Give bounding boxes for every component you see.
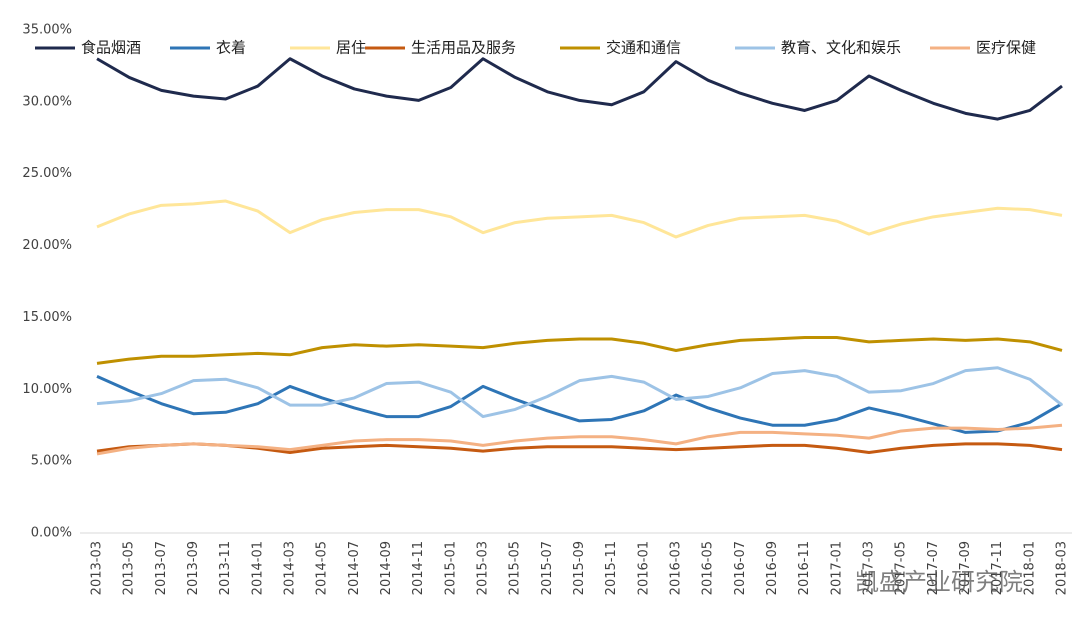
legend-label: 交通和通信 <box>606 39 681 57</box>
x-tick-label: 2017-01 <box>829 541 844 595</box>
y-tick-label: 5.00% <box>31 454 72 469</box>
x-tick-label: 2015-11 <box>604 541 619 595</box>
x-tick-label: 2015-03 <box>476 541 491 595</box>
x-tick-label: 2015-07 <box>540 541 555 595</box>
x-tick-label: 2014-09 <box>379 541 394 595</box>
x-tick-label: 2017-03 <box>862 541 877 595</box>
x-tick-label: 2015-01 <box>443 541 458 595</box>
x-tick-label: 2015-09 <box>572 541 587 595</box>
legend-item: 交通和通信 <box>560 39 681 57</box>
legend-label: 教育、文化和娱乐 <box>781 39 901 57</box>
x-tick-label: 2014-03 <box>283 541 298 595</box>
y-tick-label: 0.00% <box>31 526 72 541</box>
y-tick-label: 30.00% <box>22 94 72 109</box>
legend-item: 生活用品及服务 <box>365 39 516 57</box>
x-tick-label: 2014-07 <box>347 541 362 595</box>
x-tick-label: 2015-05 <box>508 541 523 595</box>
x-tick-label: 2016-01 <box>636 541 651 595</box>
legend-label: 居住 <box>336 39 366 57</box>
x-tick-label: 2013-11 <box>218 541 233 595</box>
legend-label: 衣着 <box>216 39 246 57</box>
x-tick-label: 2017-07 <box>926 541 941 595</box>
series-line <box>96 199 1063 239</box>
legend-item: 食品烟酒 <box>35 39 141 57</box>
watermark: 凯盛产业研究院 <box>855 568 1023 596</box>
x-tick-label: 2013-03 <box>90 541 105 595</box>
series-line <box>96 423 1063 456</box>
x-tick-label: 2016-09 <box>765 541 780 595</box>
y-tick-label: 15.00% <box>22 310 72 325</box>
y-tick-label: 25.00% <box>22 166 72 181</box>
legend-label: 医疗保健 <box>976 39 1036 57</box>
series-line <box>96 336 1063 365</box>
series-line <box>96 374 1063 434</box>
x-tick-label: 2014-01 <box>250 541 265 595</box>
legend-item: 医疗保健 <box>930 39 1036 57</box>
legend-label: 食品烟酒 <box>81 39 141 57</box>
x-tick-label: 2013-07 <box>154 541 169 595</box>
x-tick-label: 2017-11 <box>990 541 1005 595</box>
x-tick-label: 2014-11 <box>411 541 426 595</box>
x-tick-label: 2016-05 <box>701 541 716 595</box>
legend-item: 居住 <box>290 39 366 57</box>
y-tick-label: 10.00% <box>22 382 72 397</box>
x-tick-label: 2013-09 <box>186 541 201 595</box>
x-tick-label: 2013-05 <box>122 541 137 595</box>
y-tick-label: 35.00% <box>22 23 72 38</box>
x-tick-label: 2016-03 <box>669 541 684 595</box>
y-tick-label: 20.00% <box>22 238 72 253</box>
x-tick-label: 2017-05 <box>894 541 909 595</box>
legend-item: 教育、文化和娱乐 <box>735 39 901 57</box>
series-line <box>96 57 1063 121</box>
x-tick-label: 2017-09 <box>958 541 973 595</box>
legend-label: 生活用品及服务 <box>411 39 516 57</box>
x-tick-label: 2018-01 <box>1022 541 1037 595</box>
x-tick-label: 2014-05 <box>315 541 330 595</box>
x-tick-label: 2018-03 <box>1055 541 1070 595</box>
x-tick-label: 2016-07 <box>733 541 748 595</box>
legend-item: 衣着 <box>170 39 246 57</box>
series-line <box>96 366 1063 419</box>
x-tick-label: 2016-11 <box>797 541 812 595</box>
